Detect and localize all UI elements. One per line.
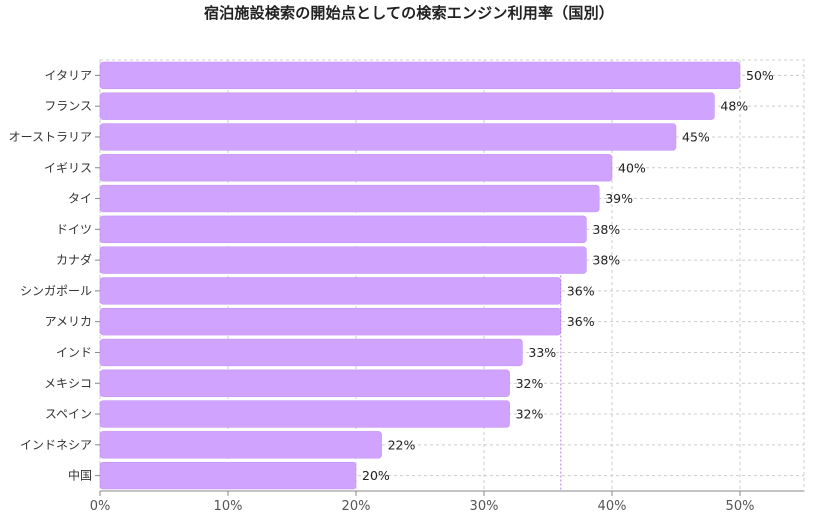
data-label: 33% [528, 345, 556, 360]
data-label: 39% [605, 191, 633, 206]
y-tick-label: シンガポール [20, 284, 92, 298]
data-label: 32% [516, 376, 544, 391]
y-tick-label: ドイツ [56, 222, 92, 236]
y-tick-label: インドネシア [20, 438, 92, 452]
bar[interactable] [99, 154, 613, 182]
x-tick-label: 40% [598, 499, 627, 514]
y-tick-label: スペイン [45, 407, 92, 421]
bar[interactable] [99, 277, 562, 305]
y-tick-label: カナダ [56, 252, 92, 267]
data-label: 48% [720, 99, 748, 114]
bar[interactable] [99, 431, 382, 459]
y-tick-label: オーストラリア [9, 130, 92, 144]
bar[interactable] [99, 369, 510, 397]
bar[interactable] [99, 123, 677, 151]
data-label: 32% [516, 407, 544, 422]
y-tick-label: フランス [44, 99, 92, 113]
x-tick-label: 10% [214, 499, 243, 514]
data-label: 20% [362, 468, 390, 483]
y-tick-label: 中国 [68, 468, 92, 483]
data-label: 38% [592, 253, 620, 268]
bar[interactable] [99, 308, 562, 336]
bar[interactable] [99, 246, 587, 274]
bar[interactable] [99, 400, 510, 428]
bar[interactable] [99, 92, 715, 120]
y-tick-label: イタリア [44, 68, 92, 82]
plot-frame [99, 59, 805, 492]
chart-title: 宿泊施設検索の開始点としての検索エンジン利用率（国別） [204, 4, 614, 22]
y-tick-label: タイ [68, 192, 92, 206]
data-label: 36% [567, 314, 595, 329]
bar[interactable] [99, 338, 523, 367]
x-tick-label: 20% [342, 499, 371, 514]
y-tick-label: イギリス [44, 161, 92, 175]
y-tick-label: アメリカ [45, 315, 92, 329]
y-tick-label: インド [56, 345, 92, 359]
data-label: 36% [567, 283, 595, 298]
data-label: 22% [388, 437, 416, 452]
x-tick-label: 0% [90, 499, 111, 514]
bar[interactable] [99, 461, 357, 490]
bar[interactable] [99, 184, 600, 213]
y-tick-label: メキシコ [44, 376, 92, 390]
data-label: 50% [746, 68, 774, 83]
bar[interactable] [99, 215, 587, 243]
data-label: 45% [682, 129, 710, 144]
x-tick-label: 30% [470, 499, 499, 514]
data-label: 40% [618, 160, 646, 175]
bar[interactable] [99, 61, 741, 90]
x-tick-label: 50% [726, 499, 755, 514]
data-label: 38% [592, 222, 620, 237]
